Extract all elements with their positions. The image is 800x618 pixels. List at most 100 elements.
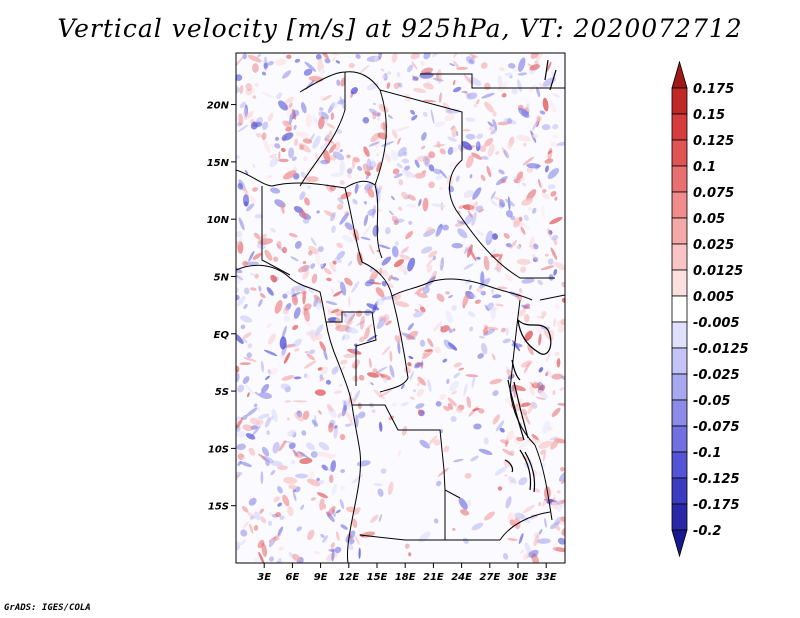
velocity-patch [237,296,246,307]
velocity-patch [283,315,290,322]
velocity-patch [277,486,283,494]
velocity-patch [400,383,405,390]
velocity-patch [400,246,410,254]
velocity-patch [236,473,241,484]
velocity-patch [527,402,535,415]
velocity-patch [265,375,271,380]
velocity-patch [435,175,443,180]
velocity-patch [531,434,539,441]
velocity-patch [548,99,557,114]
velocity-patch [292,491,297,502]
velocity-patch [512,65,519,72]
velocity-patch [528,549,539,558]
velocity-patch [236,544,241,551]
velocity-patch [372,368,378,373]
velocity-patch [419,306,426,313]
velocity-patch [336,242,344,249]
velocity-patch [450,415,457,422]
velocity-patch [324,117,329,125]
velocity-patch [306,442,315,451]
velocity-patch [344,277,353,286]
velocity-patch [539,110,546,115]
velocity-patch [414,286,425,295]
velocity-patch [318,116,325,130]
velocity-patch [456,220,467,225]
velocity-patch [326,321,333,328]
velocity-patch [344,222,353,231]
velocity-patch [373,483,383,487]
velocity-patch [312,115,319,125]
velocity-patch [236,74,243,81]
velocity-patch [465,117,476,122]
velocity-patch [458,205,465,209]
velocity-patch [381,346,391,356]
velocity-patch [416,388,424,398]
velocity-patch [540,449,546,455]
velocity-patch [292,324,299,330]
velocity-patch [448,328,453,333]
velocity-patch [393,218,405,223]
velocity-patch [478,335,485,339]
velocity-patch [445,291,450,295]
velocity-patch [375,287,385,298]
velocity-patch [314,324,324,336]
velocity-patch [540,316,544,319]
velocity-patch [347,260,353,267]
velocity-patch [383,295,397,300]
velocity-patch [357,402,362,410]
velocity-patch [426,264,433,273]
velocity-patch [530,53,540,59]
velocity-patch [277,546,284,551]
velocity-patch [424,349,433,352]
velocity-patch [412,389,417,393]
velocity-patch [480,290,486,296]
velocity-patch [547,258,554,265]
velocity-patch [490,128,497,135]
velocity-patch [516,258,531,266]
velocity-patch [519,288,523,294]
velocity-patch [448,294,453,299]
velocity-patch [417,376,427,386]
velocity-patch [507,118,513,124]
velocity-patch [533,243,539,250]
country-borders [236,71,565,563]
velocity-patch [291,459,296,465]
velocity-patch [316,210,320,214]
velocity-patch [437,68,442,84]
velocity-patch [294,348,300,352]
velocity-patch [465,278,472,284]
velocity-patch [554,196,558,201]
velocity-patch [339,433,346,441]
velocity-patch [370,382,374,386]
velocity-patch [258,298,263,307]
velocity-patch [262,121,269,130]
velocity-patch [366,372,380,378]
velocity-patch [318,109,322,119]
velocity-patch [432,168,442,175]
velocity-patch [548,329,555,341]
velocity-patch [428,435,438,446]
velocity-patch [378,315,384,322]
velocity-patch [542,188,547,194]
velocity-patch [469,199,475,213]
velocity-patch [266,430,271,436]
grads-credit: GrADS: IGES/COLA [4,603,91,613]
velocity-patch [244,261,259,266]
velocity-patch [421,145,426,150]
velocity-patch [556,490,561,494]
velocity-patch [304,318,312,328]
velocity-patch [266,175,273,179]
velocity-patch [324,143,328,147]
velocity-patch [549,436,558,441]
velocity-patch [348,167,353,172]
velocity-patch [523,313,530,323]
velocity-patch [538,529,543,535]
velocity-patch [321,464,329,471]
velocity-patch [242,53,247,60]
velocity-patch [445,310,454,324]
velocity-patch [371,409,376,413]
velocity-patch [561,375,565,380]
velocity-patch [258,551,265,563]
velocity-patch [527,344,534,356]
velocity-patch [479,278,491,289]
